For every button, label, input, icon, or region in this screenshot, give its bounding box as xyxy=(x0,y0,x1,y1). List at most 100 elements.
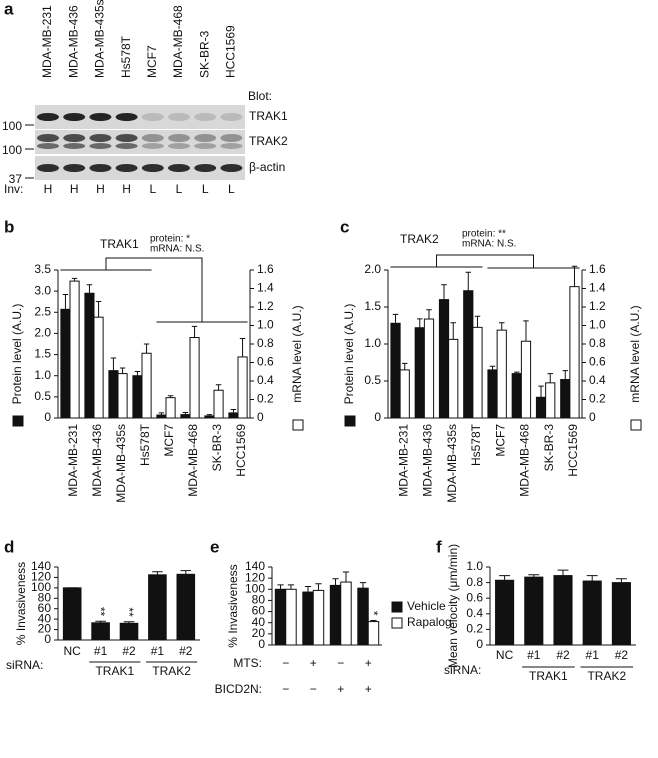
error-bar xyxy=(158,412,165,416)
bar xyxy=(582,580,602,646)
y-tick-label: 1.5 xyxy=(364,299,381,313)
y-tick-label: 20 xyxy=(38,622,52,636)
error-bar xyxy=(215,384,222,391)
blot-row-label: β-actin xyxy=(249,160,285,174)
x-tick-label: NC xyxy=(64,644,82,658)
bar xyxy=(569,286,580,419)
panel-label: f xyxy=(436,537,442,556)
lane-label: SK-BR-3 xyxy=(197,30,211,78)
condition-value: + xyxy=(365,682,372,696)
stat-label: mRNA: N.S. xyxy=(150,244,204,255)
y2-tick-label: 1.6 xyxy=(589,262,606,276)
legend-label: Vehicle xyxy=(407,599,446,613)
bar xyxy=(495,579,515,646)
y-axis-label: Mean velocity (μm/min) xyxy=(446,544,460,668)
blot-band xyxy=(37,134,59,142)
x-prefix: siRNA: xyxy=(6,658,43,672)
panel-label: c xyxy=(340,217,349,236)
y-axis-label: Protein level (A.U.) xyxy=(342,304,356,405)
error-bar xyxy=(230,409,237,413)
stat-label: mRNA: N.S. xyxy=(462,239,516,250)
y-tick-label: 100 xyxy=(245,581,265,595)
bar xyxy=(496,329,507,419)
y-axis-label: % Invasiveness xyxy=(226,564,240,647)
blot-band xyxy=(141,134,164,142)
y-tick-label: 100 xyxy=(31,580,51,594)
y-tick-label: 0.8 xyxy=(466,575,483,589)
condition-value: + xyxy=(365,656,372,670)
y-tick-label: 0.6 xyxy=(466,590,483,604)
bar xyxy=(611,582,631,646)
y-tick-label: 140 xyxy=(31,559,51,573)
x-tick-label: MDA-MB-468 xyxy=(518,424,532,497)
blot-band xyxy=(141,113,164,121)
x-tick-label: HCC1569 xyxy=(234,424,248,477)
bar xyxy=(390,322,401,419)
annotation: ** xyxy=(122,607,136,617)
bar xyxy=(463,290,474,419)
blot-band xyxy=(115,143,138,149)
error-bar xyxy=(571,265,578,287)
error-bar xyxy=(123,621,135,624)
bar xyxy=(312,589,325,646)
error-bar xyxy=(119,367,126,374)
y-tick-label: 0.4 xyxy=(466,606,483,620)
bar xyxy=(132,375,143,419)
bar xyxy=(472,326,483,419)
error-bar xyxy=(547,373,553,383)
bar xyxy=(511,373,522,419)
error-bar xyxy=(180,570,192,575)
y-tick-label: 3.5 xyxy=(34,262,51,276)
y2-tick-label: 1.0 xyxy=(589,318,606,332)
bar xyxy=(62,587,82,641)
y-tick-label: 1.0 xyxy=(466,559,483,573)
blot-band xyxy=(89,143,112,149)
inv-label: L xyxy=(176,182,183,196)
blot-band xyxy=(63,113,86,121)
group-label: TRAK1 xyxy=(529,669,568,683)
y-tick-label: 80 xyxy=(38,590,52,604)
y-tick-label: 0.5 xyxy=(364,373,381,387)
blot-band xyxy=(194,143,217,149)
y-tick-label: 120 xyxy=(31,570,51,584)
y-tick-label: 60 xyxy=(38,601,52,615)
error-bar xyxy=(465,271,472,291)
x-tick-label: #1 xyxy=(151,644,165,658)
blot-band xyxy=(37,113,59,121)
y2-tick-label: 1.4 xyxy=(589,281,606,295)
inv-label: L xyxy=(149,182,156,196)
error-bar xyxy=(557,569,569,576)
x-tick-label: MDA-MB-435s xyxy=(445,424,459,503)
error-bar xyxy=(615,578,627,583)
error-bar xyxy=(143,343,150,354)
bar xyxy=(367,621,380,646)
bracket xyxy=(390,254,580,269)
bar xyxy=(180,414,191,419)
y-tick-label: 0 xyxy=(44,632,51,646)
bar xyxy=(399,369,410,419)
error-bar xyxy=(450,322,456,340)
legend-label: Rapalog xyxy=(407,615,452,629)
inv-label: H xyxy=(70,182,79,196)
bar xyxy=(213,389,224,419)
bracket xyxy=(60,257,248,323)
inv-label: L xyxy=(228,182,235,196)
bar xyxy=(141,352,152,419)
error-bar xyxy=(417,318,423,328)
y-tick-label: 0.5 xyxy=(34,389,51,403)
error-bar xyxy=(95,300,102,318)
condition-value: + xyxy=(337,682,344,696)
y-tick-label: 1.5 xyxy=(34,347,51,361)
panel-label: b xyxy=(4,217,14,236)
y2-tick-label: 0.6 xyxy=(257,355,274,369)
blot-band xyxy=(168,113,190,121)
marker-label: 100 xyxy=(2,143,22,157)
blot-band xyxy=(141,143,164,149)
y2-tick-label: 1.6 xyxy=(257,262,274,276)
panel-label: a xyxy=(4,0,14,18)
legend-swatch xyxy=(12,415,24,427)
y-tick-label: 0 xyxy=(374,410,381,424)
annotation: * xyxy=(366,611,380,616)
lane-label: MCF7 xyxy=(145,45,159,78)
bar xyxy=(438,299,450,419)
